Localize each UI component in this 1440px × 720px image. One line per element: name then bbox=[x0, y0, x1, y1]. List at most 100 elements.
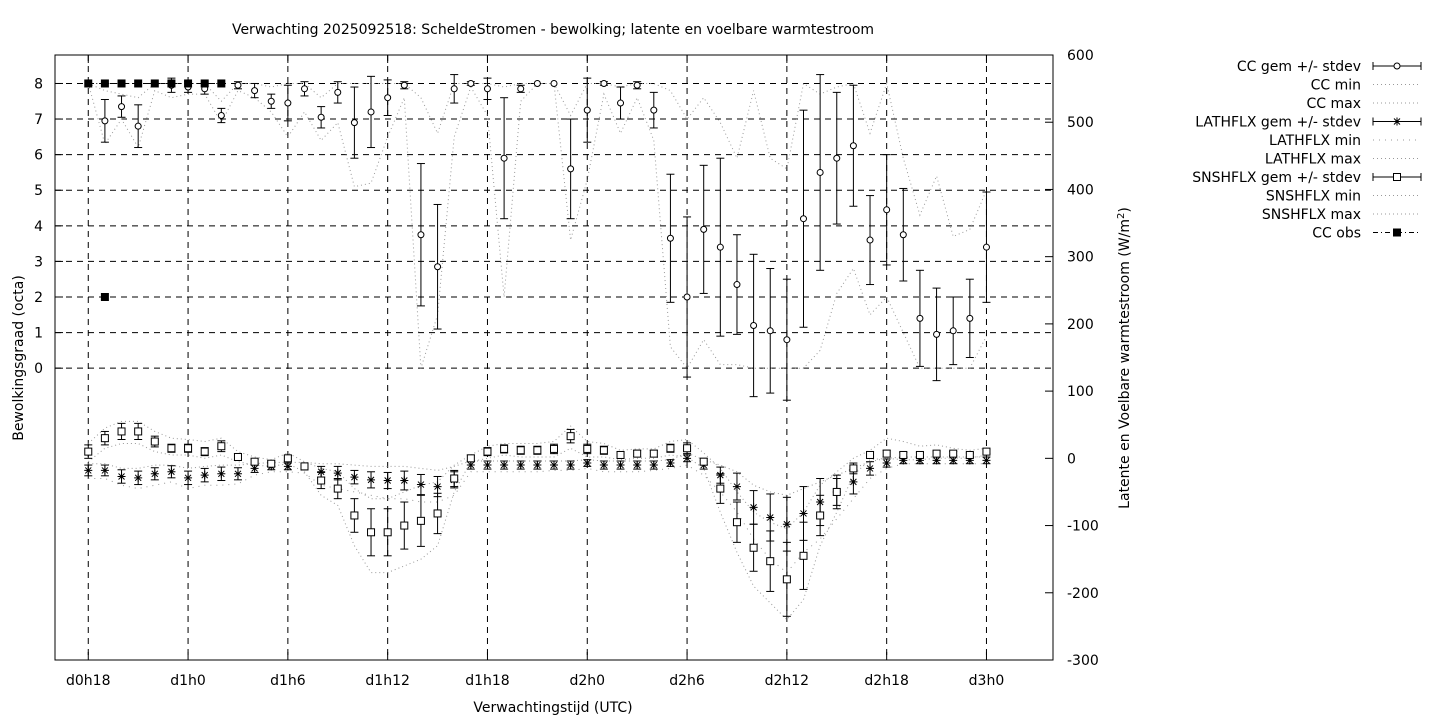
lathflx-gem-point bbox=[550, 461, 558, 470]
chart-title: Verwachting 2025092518: ScheldeStromen -… bbox=[232, 22, 874, 38]
cc-gem-point bbox=[966, 314, 974, 322]
lathflx-gem-point bbox=[849, 477, 858, 486]
cc-gem-point bbox=[700, 225, 708, 233]
snshflx-gem-point bbox=[400, 521, 409, 530]
cc-gem-point bbox=[533, 79, 541, 87]
lathflx-gem-point bbox=[117, 472, 126, 481]
cc-gem-point bbox=[400, 81, 408, 89]
cc-obs-point bbox=[184, 79, 193, 88]
cc-gem-point bbox=[683, 293, 691, 301]
cc-gem-point bbox=[301, 85, 308, 93]
snshflx-gem-point bbox=[84, 447, 93, 456]
y2-tick-label: 300 bbox=[1067, 250, 1094, 266]
lathflx-gem-point bbox=[749, 503, 758, 512]
snshflx-gem-point bbox=[250, 457, 259, 466]
y-axis-label: Bewolkingsgraad (octa) bbox=[11, 275, 27, 441]
lathflx-gem-point bbox=[949, 456, 958, 465]
x-tick-label: d2h18 bbox=[864, 673, 908, 689]
snshflx-gem-point bbox=[932, 449, 941, 458]
snshflx-gem-point bbox=[683, 444, 692, 453]
lathflx-gem-point bbox=[217, 469, 226, 478]
legend-marker bbox=[1393, 173, 1401, 181]
snshflx-gem-point bbox=[500, 444, 509, 453]
x-axis-label: Verwachtingstijd (UTC) bbox=[473, 700, 632, 716]
cc-gem-point bbox=[933, 330, 941, 338]
cc-gem-point bbox=[317, 113, 325, 121]
cc-gem-point bbox=[800, 215, 807, 223]
cc-gem-point bbox=[666, 234, 674, 242]
snshflx-gem-point bbox=[533, 446, 542, 455]
cc-gem-point bbox=[733, 281, 741, 289]
legend-label: CC obs bbox=[1312, 226, 1361, 242]
x-tick-label: d1h12 bbox=[365, 673, 409, 689]
lathflx-gem-point bbox=[333, 469, 342, 478]
cc-gem-point bbox=[417, 231, 425, 239]
snshflx-gem-point bbox=[599, 446, 608, 455]
cc-obs-point bbox=[167, 79, 176, 88]
snshflx-gem-point bbox=[866, 450, 875, 459]
cc-gem-point bbox=[899, 231, 907, 239]
y2-tick-label: 400 bbox=[1067, 182, 1094, 198]
lathflx-gem-point bbox=[250, 464, 259, 473]
cc-gem-point bbox=[883, 206, 891, 214]
lathflx-gem-point bbox=[882, 459, 891, 468]
snshflx-max-line bbox=[87, 420, 987, 530]
cc-gem-point bbox=[849, 142, 857, 150]
snshflx-gem-point bbox=[433, 509, 442, 518]
lathflx-gem-point bbox=[383, 476, 392, 485]
snshflx-gem-point bbox=[699, 457, 708, 466]
cc-gem-point bbox=[251, 87, 259, 95]
snshflx-gem-point bbox=[317, 476, 326, 485]
snshflx-gem-point bbox=[799, 551, 808, 560]
lathflx-gem-point bbox=[533, 461, 542, 470]
y2-axis-label-sup: 2 bbox=[1116, 213, 1127, 219]
lathflx-gem-point bbox=[100, 466, 109, 475]
axes: d0h18 d1h0 d1h6 d1h12 d1h18 d2h0 d2h6 d2h12 d2h1… bbox=[34, 48, 1099, 689]
lathflx-gem-point bbox=[649, 461, 658, 470]
snshflx-gem-point bbox=[100, 434, 109, 443]
legend-marker bbox=[1393, 117, 1401, 126]
snshflx-gem-point bbox=[749, 543, 758, 552]
lathflx-gem-point bbox=[317, 467, 326, 476]
cc-gem-point bbox=[467, 79, 475, 87]
lathflx-gem-point bbox=[816, 498, 825, 507]
snshflx-gem-point bbox=[899, 450, 908, 459]
snshflx-gem-point bbox=[949, 449, 958, 458]
snshflx-gem-point bbox=[333, 484, 342, 493]
x-tick-label: d2h0 bbox=[569, 673, 605, 689]
snshflx-gem-point bbox=[566, 432, 575, 441]
x-tick-label: d1h18 bbox=[465, 673, 509, 689]
cc-gem-point bbox=[550, 79, 558, 87]
y2-axis-label: Latente en Voelbare warmtestroom (W/m2) bbox=[1116, 207, 1133, 509]
lathflx-gem-point bbox=[134, 473, 143, 482]
legend-label: LATHFLX max bbox=[1265, 152, 1361, 168]
cc-obs-point bbox=[84, 79, 93, 88]
cc-gem-point bbox=[567, 165, 575, 173]
lathflx-gem-point bbox=[766, 513, 775, 522]
cc-gem-point bbox=[816, 168, 824, 176]
lathflx-gem-point bbox=[616, 461, 625, 470]
lathflx-gem-point bbox=[666, 459, 675, 468]
cc-gem-point bbox=[833, 154, 841, 162]
cc-gem-point bbox=[583, 106, 591, 114]
lathflx-gem-point bbox=[350, 473, 359, 482]
cc-gem-point bbox=[367, 108, 375, 116]
y-tick-label: 1 bbox=[34, 326, 43, 342]
legend-label: CC gem +/- stdev bbox=[1237, 59, 1361, 75]
snshflx-gem-point bbox=[233, 452, 242, 461]
snshflx-gem-point bbox=[300, 462, 309, 471]
lathflx-gem-point bbox=[599, 461, 608, 470]
snshflx-gem-point bbox=[350, 511, 359, 520]
lathflx-gem-point bbox=[516, 461, 525, 470]
lathflx-gem-point bbox=[915, 456, 924, 465]
y-tick-label: 5 bbox=[34, 183, 43, 199]
y2-axis-label-end: ) bbox=[1117, 207, 1133, 212]
snshflx-gem-point bbox=[965, 450, 974, 459]
cc-gem-point bbox=[716, 243, 724, 251]
lathflx-gem-point bbox=[416, 480, 425, 489]
y-tick-label: 6 bbox=[34, 148, 43, 164]
snshflx-gem-point bbox=[416, 516, 425, 525]
cc-gem-point bbox=[633, 81, 641, 89]
cc-gem-point bbox=[384, 94, 392, 102]
